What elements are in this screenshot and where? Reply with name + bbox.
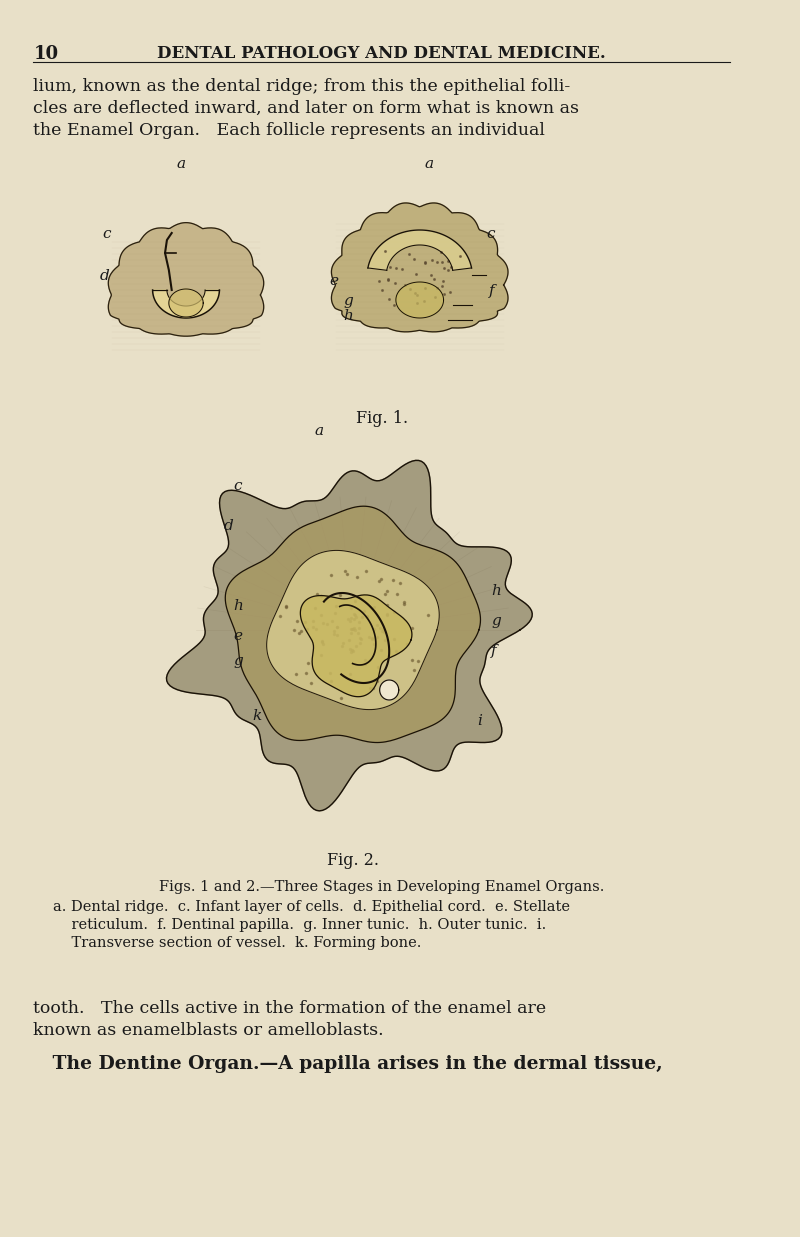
Polygon shape <box>368 230 471 271</box>
Polygon shape <box>169 289 203 317</box>
Text: d: d <box>100 268 110 283</box>
Text: e: e <box>329 275 338 288</box>
Text: h: h <box>343 309 354 323</box>
Text: g: g <box>491 614 501 628</box>
Text: Transverse section of vessel.  k. Forming bone.: Transverse section of vessel. k. Forming… <box>54 936 422 950</box>
Polygon shape <box>266 550 439 710</box>
Text: Fig. 1.: Fig. 1. <box>355 409 408 427</box>
Text: k: k <box>253 709 262 722</box>
Text: c: c <box>234 479 242 494</box>
Text: lium, known as the dental ridge; from this the epithelial folli-: lium, known as the dental ridge; from th… <box>34 78 570 95</box>
Text: e: e <box>234 628 242 643</box>
Text: 10: 10 <box>34 45 58 63</box>
Polygon shape <box>166 460 532 810</box>
Text: reticulum.  f. Dentinal papilla.  g. Inner tunic.  h. Outer tunic.  i.: reticulum. f. Dentinal papilla. g. Inner… <box>54 918 546 931</box>
Polygon shape <box>396 282 443 318</box>
Text: the Enamel Organ.   Each follicle represents an individual: the Enamel Organ. Each follicle represen… <box>34 122 546 139</box>
Text: g: g <box>343 294 353 308</box>
Polygon shape <box>380 680 398 700</box>
Text: h: h <box>491 584 501 597</box>
Text: g: g <box>234 654 243 668</box>
Text: DENTAL PATHOLOGY AND DENTAL MEDICINE.: DENTAL PATHOLOGY AND DENTAL MEDICINE. <box>157 45 606 62</box>
Polygon shape <box>331 203 508 332</box>
Text: Fig. 2.: Fig. 2. <box>327 852 379 870</box>
Polygon shape <box>226 506 481 742</box>
Text: The Dentine Organ.—A papilla arises in the dermal tissue,: The Dentine Organ.—A papilla arises in t… <box>34 1055 663 1072</box>
Text: tooth.   The cells active in the formation of the enamel are: tooth. The cells active in the formation… <box>34 999 546 1017</box>
Text: d: d <box>224 520 234 533</box>
Text: f: f <box>491 644 497 658</box>
Text: c: c <box>102 228 110 241</box>
Text: h: h <box>234 599 243 614</box>
Text: c: c <box>486 228 495 241</box>
Text: a: a <box>314 424 324 438</box>
Text: f: f <box>490 285 495 298</box>
Polygon shape <box>300 595 412 696</box>
Text: a: a <box>425 157 434 171</box>
Text: i: i <box>477 714 482 729</box>
Text: Figs. 1 and 2.—Three Stages in Developing Enamel Organs.: Figs. 1 and 2.—Three Stages in Developin… <box>159 880 604 894</box>
Polygon shape <box>153 289 219 318</box>
Text: a. Dental ridge.  c. Infant layer of cells.  d. Epithelial cord.  e. Stellate: a. Dental ridge. c. Infant layer of cell… <box>54 901 570 914</box>
Text: a: a <box>177 157 186 171</box>
Text: cles are deflected inward, and later on form what is known as: cles are deflected inward, and later on … <box>34 100 579 118</box>
Text: known as enamelblasts or amelloblasts.: known as enamelblasts or amelloblasts. <box>34 1022 384 1039</box>
Polygon shape <box>108 223 264 336</box>
